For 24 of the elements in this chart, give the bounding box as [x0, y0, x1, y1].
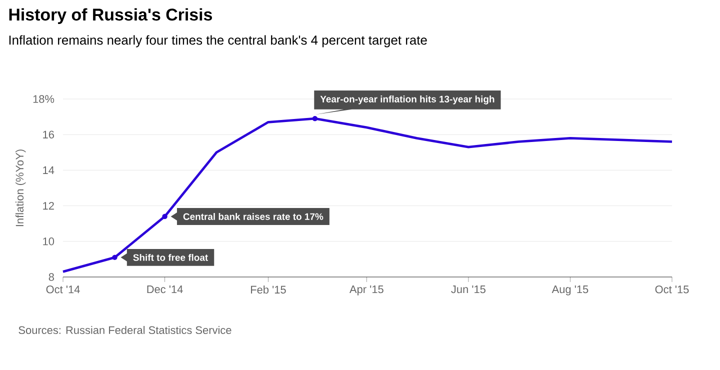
- chart-subtitle: Inflation remains nearly four times the central bank's 4 percent target rate: [9, 35, 427, 48]
- y-tick-label: 10: [43, 238, 54, 246]
- y-tick-label: 16: [43, 130, 54, 138]
- annotation: Shift to free float: [133, 254, 208, 261]
- annotation: Central bank raises rate to 17%: [183, 213, 324, 220]
- x-tick-label: Aug '15: [552, 286, 588, 296]
- chart-title: History of Russia's Crisis: [9, 8, 212, 24]
- x-tick-label: Dec '14: [147, 286, 183, 294]
- y-tick-label: 8: [48, 273, 54, 281]
- x-tick-label: Jun '15: [451, 286, 486, 294]
- x-tick-label: Oct '15: [655, 286, 689, 294]
- x-tick-label: Oct '14: [46, 286, 80, 294]
- source-note: Sources: Russian Federal Statistics Service: [18, 326, 232, 334]
- x-tick-label: Apr '15: [349, 286, 384, 296]
- y-tick-label: 12: [43, 202, 54, 210]
- y-tick-label: 18%: [33, 95, 54, 103]
- point: [312, 116, 318, 122]
- annotation: Year-on-year inflation hits 13-year high: [320, 96, 494, 104]
- y-tick-label: 14: [43, 166, 54, 174]
- y-axis-title: Inflation (%YoY): [16, 150, 26, 226]
- point: [162, 214, 168, 220]
- line-series: [62, 116, 674, 273]
- point: [112, 254, 118, 260]
- x-tick-label: Feb '15: [251, 286, 286, 294]
